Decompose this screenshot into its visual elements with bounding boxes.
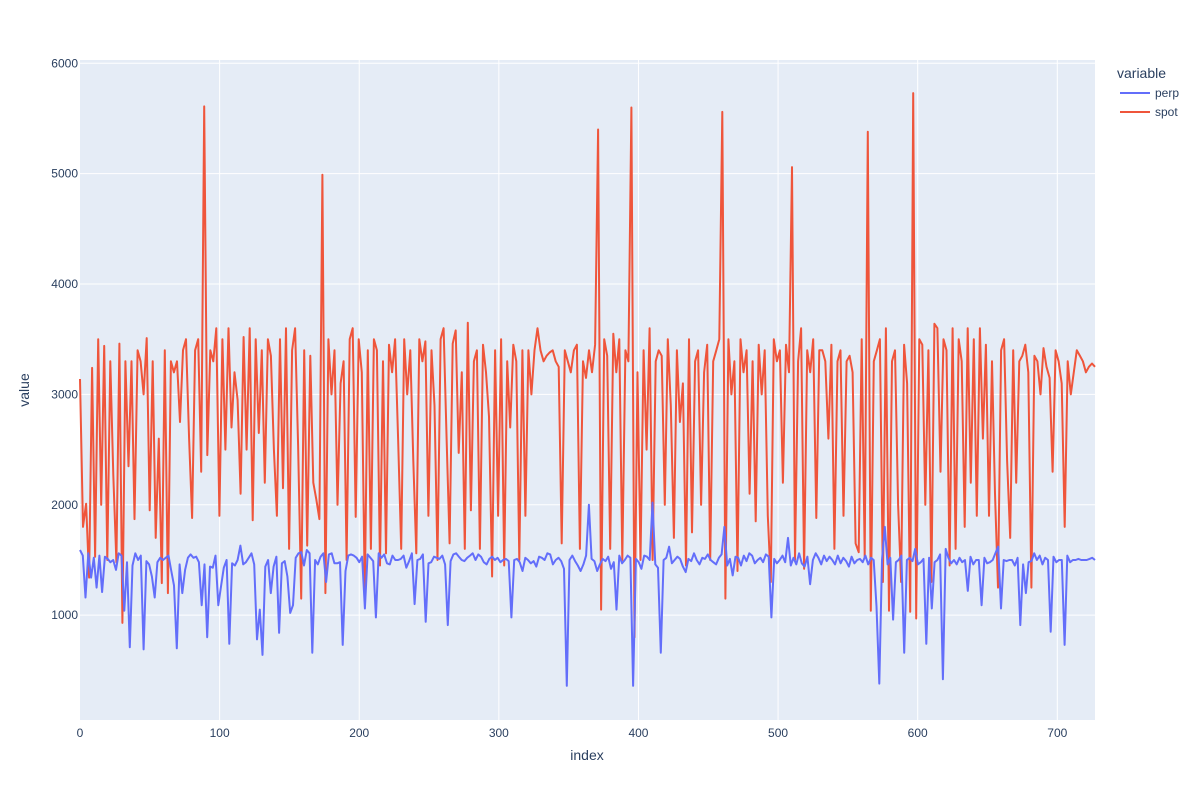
y-axis-ticks: 1000 2000 3000 4000 5000 6000 — [51, 56, 78, 622]
series-line-spot — [79, 92, 1096, 639]
x-tick-label: 200 — [349, 726, 369, 740]
series-layer — [79, 92, 1096, 687]
legend-label: perp — [1155, 86, 1179, 100]
x-tick-label: 400 — [628, 726, 648, 740]
y-tick-label: 1000 — [51, 608, 78, 622]
y-tick-label: 2000 — [51, 498, 78, 512]
legend-item-spot[interactable]: spot — [1120, 105, 1178, 119]
y-axis-title: value — [16, 373, 32, 407]
y-tick-label: 3000 — [51, 387, 78, 401]
legend-label: spot — [1155, 105, 1178, 119]
legend-title: variable — [1117, 65, 1166, 81]
legend-item-perp[interactable]: perp — [1120, 86, 1179, 100]
legend: variable perp spot — [1117, 65, 1179, 119]
x-tick-label: 300 — [489, 726, 509, 740]
y-tick-label: 4000 — [51, 277, 78, 291]
x-axis-ticks: 0 100 200 300 400 500 600 700 — [77, 726, 1068, 740]
x-tick-label: 700 — [1047, 726, 1067, 740]
grid-lines — [80, 60, 1095, 720]
x-tick-label: 500 — [768, 726, 788, 740]
x-axis-title: index — [570, 747, 603, 763]
y-tick-label: 5000 — [51, 167, 78, 181]
series-line-perp — [79, 501, 1096, 687]
x-tick-label: 600 — [908, 726, 928, 740]
x-tick-label: 0 — [77, 726, 84, 740]
x-tick-label: 100 — [210, 726, 230, 740]
y-tick-label: 6000 — [51, 56, 78, 70]
